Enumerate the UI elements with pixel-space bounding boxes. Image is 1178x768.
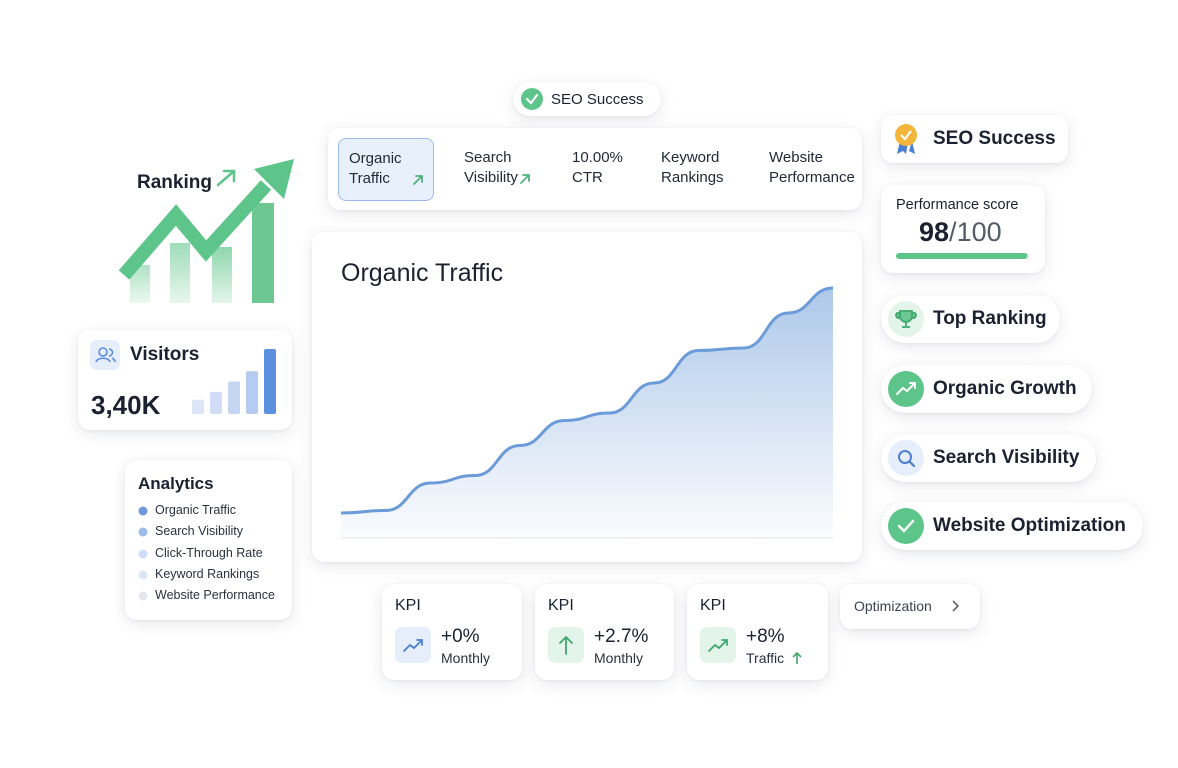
- kpi-title: KPI: [395, 597, 421, 614]
- legend-label: Website Performance: [155, 588, 275, 603]
- kpi-value: +8%: [746, 626, 785, 647]
- kpi-icon: [548, 627, 584, 663]
- kpi-card: KPI +0% Monthly: [382, 584, 522, 680]
- kpi-icon: [395, 627, 431, 663]
- analytics-card: Analytics Organic Traffic Search Visibilit…: [125, 460, 292, 620]
- tab-label: Rankings: [661, 169, 724, 186]
- tab-label: Organic: [349, 150, 402, 167]
- top-badge: SEO Success: [513, 82, 661, 116]
- kpi-card: KPI +8% Traffic: [687, 584, 828, 680]
- area: [341, 288, 833, 538]
- tab-label: CTR: [572, 169, 603, 186]
- feature-label: Organic Growth: [933, 378, 1077, 399]
- kpi-icon: [700, 627, 736, 663]
- tab[interactable]: Keyword Rankings: [651, 138, 747, 201]
- legend-dot: [138, 549, 148, 559]
- legend-dot: [138, 506, 148, 516]
- legend-label: Keyword Rankings: [155, 566, 260, 581]
- performance-card: Performance score 98/100: [881, 185, 1045, 273]
- tab-label: 10.00%: [572, 149, 623, 166]
- feature-icon: [888, 371, 924, 407]
- legend-label: Search Visibility: [155, 524, 244, 539]
- performance-label: Performance score: [896, 197, 1019, 213]
- arrow-icon: [413, 175, 423, 185]
- kpi-value: +2.7%: [594, 626, 649, 647]
- tab[interactable]: Website Performance: [759, 138, 855, 201]
- users-icon: [90, 340, 120, 370]
- tab[interactable]: 10.00% CTR: [562, 138, 658, 201]
- feature-pill: Search Visibility: [881, 434, 1096, 482]
- feature-label: Top Ranking: [933, 308, 1047, 329]
- arrow-icon: [520, 174, 530, 184]
- feature-pill: Website Optimization: [881, 502, 1143, 550]
- tab-label: Keyword: [661, 149, 720, 166]
- feature-icon: [888, 301, 924, 337]
- tab-label: Website: [769, 149, 823, 166]
- visitors-bars: [192, 349, 276, 414]
- check-icon: [521, 88, 543, 110]
- chevron-icon: [952, 600, 960, 612]
- visitors-card: Visitors 3,40K: [78, 330, 292, 430]
- feature-pill: Organic Growth: [881, 365, 1092, 413]
- kpi-sub: Traffic: [746, 650, 785, 666]
- legend-dot: [138, 527, 148, 537]
- tab-label: Performance: [769, 169, 855, 186]
- bar: [210, 391, 222, 414]
- kpi-title: KPI: [548, 597, 574, 614]
- chart-title: Organic Traffic: [341, 259, 504, 287]
- tab-label: Traffic: [349, 170, 390, 187]
- arrow-icon: [792, 651, 802, 664]
- badge-label: SEO Success: [551, 91, 644, 108]
- legend-dot: [138, 549, 148, 559]
- feature-icon: [888, 508, 924, 544]
- tab-label: Visibility: [464, 169, 518, 186]
- line: [340, 286, 834, 515]
- legend-dot: [138, 591, 148, 601]
- tab[interactable]: Search Visibility: [454, 138, 550, 201]
- badge-label: SEO Success: [933, 128, 1056, 149]
- visitors-value: 3,40K: [91, 390, 161, 420]
- legend-dot: [138, 570, 148, 580]
- legend-dot: [138, 591, 148, 601]
- traffic-chart: [340, 286, 834, 539]
- tab[interactable]: Organic Traffic: [338, 138, 434, 201]
- feature-label: Website Optimization: [933, 515, 1126, 536]
- legend-dot: [138, 506, 148, 516]
- analytics-title: Analytics: [138, 474, 214, 493]
- legend-dot: [138, 570, 148, 580]
- progress-fill: [896, 253, 1028, 259]
- ranking-graphic: [118, 159, 294, 303]
- traffic-chart-card: Organic Traffic: [312, 232, 862, 562]
- feature-pill: Top Ranking: [881, 295, 1060, 343]
- kpi-sub: Monthly: [594, 650, 644, 666]
- bar: [264, 349, 276, 414]
- score-value: 98: [919, 217, 950, 247]
- kpi-title: KPI: [700, 597, 726, 614]
- kpi-value: +0%: [441, 626, 480, 647]
- bar: [246, 371, 258, 414]
- score-max: 100: [956, 217, 1002, 247]
- tab-label: Search: [464, 149, 512, 166]
- ranking-label: Ranking: [137, 172, 212, 193]
- score-separator: /: [949, 217, 957, 247]
- optimization-button[interactable]: Optimization: [840, 584, 980, 629]
- legend-label: Click-Through Rate: [155, 545, 263, 560]
- seo-badge-card: SEO Success: [881, 115, 1068, 163]
- bar: [228, 381, 240, 414]
- kpi-sub: Monthly: [441, 650, 491, 666]
- bar: [192, 399, 204, 414]
- button-label: Optimization: [854, 598, 932, 614]
- tab-bar: Organic Traffic Search Visibility 10.00% CTR K…: [328, 128, 862, 210]
- visitors-label: Visitors: [130, 344, 200, 365]
- kpi-card: KPI +2.7% Monthly: [535, 584, 674, 680]
- feature-label: Search Visibility: [933, 447, 1080, 468]
- legend-dot: [138, 527, 148, 537]
- legend-label: Organic Traffic: [155, 503, 237, 517]
- progress-bar: [896, 253, 1030, 259]
- score: 98/100: [919, 217, 1002, 248]
- medal-icon: [895, 124, 917, 154]
- feature-icon: [888, 440, 924, 476]
